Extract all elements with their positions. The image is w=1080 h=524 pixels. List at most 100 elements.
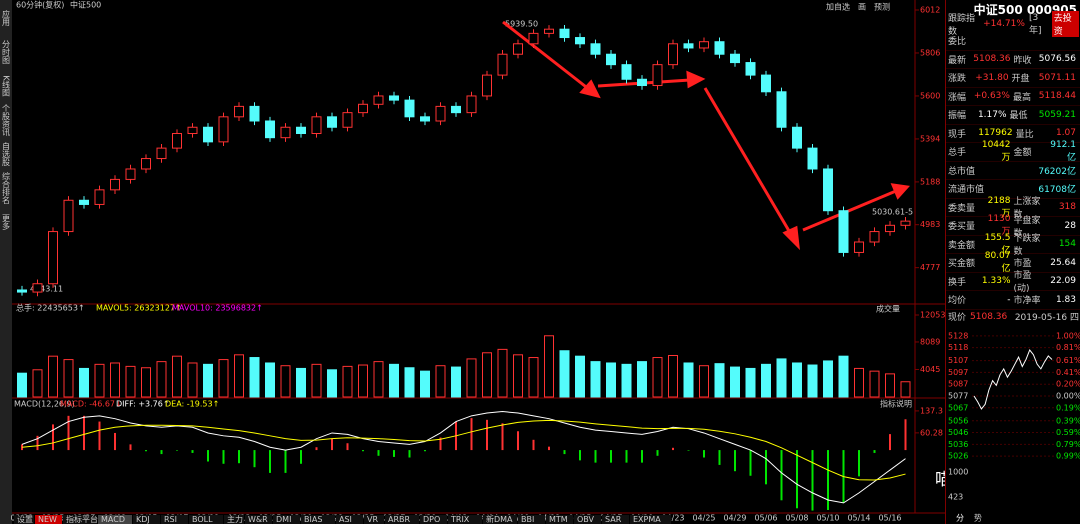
value: 912.1亿 <box>1050 140 1076 164</box>
bottom-tab[interactable]: ARBR <box>388 515 411 524</box>
bottom-tab[interactable]: DPO <box>423 515 440 524</box>
tab-bg <box>546 515 573 524</box>
side-tab[interactable]: 更多 <box>2 214 11 231</box>
candle-body <box>32 283 43 293</box>
value: 25.64 <box>1050 257 1076 268</box>
button[interactable]: 去投资 <box>1051 11 1080 37</box>
bottom-tab[interactable]: BBI <box>521 515 534 524</box>
candle-body <box>606 53 616 66</box>
quote-row: 流通市值 61708亿 <box>946 180 1080 199</box>
volume-bar <box>513 354 523 398</box>
bottom-tab[interactable]: W&R <box>248 515 268 524</box>
candle-body <box>94 189 105 205</box>
bottom-tab[interactable]: DMI <box>276 515 291 524</box>
value: 5071.11 <box>1038 72 1076 83</box>
candle-body <box>730 53 740 64</box>
bottom-tab[interactable]: RSI <box>164 515 177 524</box>
value: +31.80 <box>975 72 1009 83</box>
volume-bar <box>125 365 136 398</box>
quote-panel: 中证500 000905 跟踪指数 +14.71% [3年] 去投资 委比 最新 5108.3… <box>945 0 1080 524</box>
tab-bg <box>385 515 419 524</box>
volume-bar <box>714 363 725 398</box>
bottom-tab[interactable]: SAR <box>605 515 622 524</box>
volume-bar <box>776 358 787 398</box>
quote-row: 卖金额 155.5亿 下跌家数 154 <box>946 233 1080 257</box>
bottom-tab[interactable]: MTM <box>549 515 568 524</box>
candle-body <box>466 95 477 114</box>
side-tab[interactable]: 应用 <box>2 9 11 27</box>
candle-body <box>900 220 911 226</box>
quote-row: 委比 <box>946 32 1080 51</box>
bottom-tab[interactable]: 新DMA <box>486 514 513 524</box>
bottom-tab[interactable]: MACD <box>101 515 125 524</box>
x-tick-label: 04/23 <box>661 514 684 523</box>
y-tick-label: 4045 <box>920 365 940 374</box>
tab-bg <box>98 515 132 524</box>
quote-row: 总手 10442万 金额 912.1亿 <box>946 140 1080 164</box>
bottom-tab[interactable]: EXPMA <box>633 515 661 524</box>
label: 总手 <box>948 148 967 159</box>
value: 1.33% <box>981 276 1011 287</box>
value: 22.09 <box>1050 276 1076 287</box>
x-tick-label: 05/08 <box>785 514 808 523</box>
bottom-tab[interactable]: TRIX <box>450 515 470 524</box>
volume-bar <box>637 361 647 398</box>
bottom-tab[interactable]: 指标平台 <box>66 514 98 524</box>
label: 委比 <box>948 37 967 48</box>
pct-label: 0.79% <box>1056 440 1080 449</box>
candle-body <box>389 95 399 101</box>
bottom-tab[interactable]: OBV <box>577 515 595 524</box>
x-tick-label: 05/06 <box>754 514 777 523</box>
label: 卖金额 <box>948 240 976 251</box>
volume-bar <box>156 361 167 398</box>
value: 5118.44 <box>1038 91 1077 102</box>
candle-body <box>342 112 353 128</box>
bottom-tab[interactable]: BIAS <box>304 515 322 524</box>
pct-label: 0.81% <box>1056 343 1080 352</box>
value: 154 <box>1058 239 1076 250</box>
side-tab[interactable]: 分时图 <box>2 40 11 65</box>
y-tick-label: 5128 <box>948 331 968 340</box>
toolbar-button[interactable]: 加自选 <box>826 2 850 12</box>
side-tab[interactable]: 自选股 <box>2 141 11 167</box>
pct-label: 0.61% <box>1056 356 1080 365</box>
y-tick-label: 5107 <box>948 356 968 365</box>
bottom-tab[interactable]: NEW <box>38 515 57 524</box>
corner-tab[interactable]: 势 <box>974 513 982 523</box>
vol-button[interactable]: 成交量 <box>876 304 900 314</box>
side-tab[interactable]: K线图 <box>2 75 11 97</box>
bottom-tab[interactable]: BOLL <box>192 515 213 524</box>
volume-bar <box>885 373 895 398</box>
volume-bar <box>373 361 384 398</box>
volume-bar <box>249 357 260 398</box>
candle-body <box>187 126 198 135</box>
bottom-tab[interactable]: 主力 <box>227 514 243 524</box>
toolbar-button[interactable]: 预测 <box>874 2 890 12</box>
corner-tab[interactable]: 分 <box>956 514 964 523</box>
side-strip <box>0 0 12 524</box>
toolbar-button[interactable]: 画 <box>858 3 866 12</box>
volume-bar <box>404 367 415 398</box>
candle-body <box>358 103 368 114</box>
candle-body <box>854 241 864 253</box>
macd-button[interactable]: 指标说明 <box>880 399 912 409</box>
volume-bar <box>668 354 678 398</box>
volume-bar <box>652 357 663 398</box>
value: 76202亿 <box>1038 166 1076 177</box>
side-tab[interactable]: 综合排名 <box>2 171 11 205</box>
side-tab[interactable]: 个股资讯 <box>2 104 11 137</box>
bottom-tab[interactable]: ASI <box>339 515 352 524</box>
value: 1.83 <box>1055 294 1076 305</box>
bottom-tab[interactable]: 设置 <box>17 514 33 524</box>
volume-bar <box>745 367 756 398</box>
bottom-tab[interactable]: KDJ <box>136 515 150 524</box>
volume-bar <box>172 355 182 398</box>
candle-body <box>885 224 895 233</box>
bottom-tab[interactable]: VR <box>367 515 378 524</box>
candle-body <box>497 53 508 76</box>
value: 5108.36 <box>970 311 1008 322</box>
label: 上涨家数 <box>1013 197 1041 221</box>
volume-bar <box>296 367 306 398</box>
x-tick-label: 04/25 <box>692 514 715 523</box>
candle-body <box>156 147 167 160</box>
